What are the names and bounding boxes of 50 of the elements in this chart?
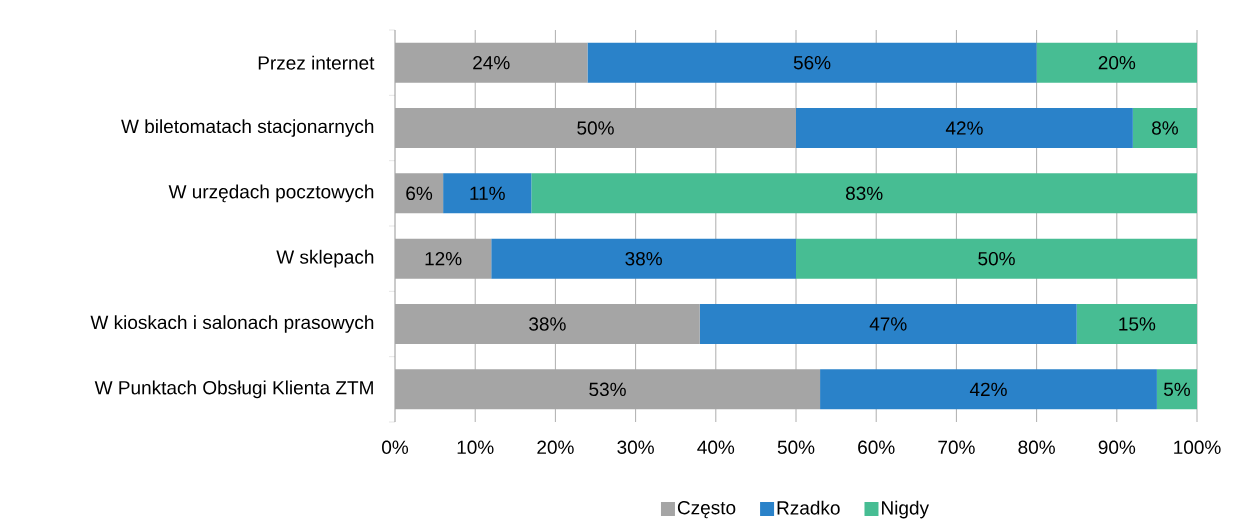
data-label: 12% xyxy=(425,251,462,266)
bar xyxy=(820,369,1157,410)
data-label: 38% xyxy=(529,317,566,331)
y-tick-label: W sklepach xyxy=(276,249,374,268)
x-tick-label: 50% xyxy=(777,440,815,454)
x-tick-label: 30% xyxy=(617,440,654,454)
bar xyxy=(531,173,1198,214)
y-tick-label: Przez internet xyxy=(258,55,375,70)
data-label: 8% xyxy=(1152,121,1178,135)
bar xyxy=(1156,369,1198,410)
bar xyxy=(491,238,796,279)
x-tick-label: 80% xyxy=(1018,440,1055,454)
bar xyxy=(443,173,532,214)
data-label: 47% xyxy=(869,317,907,331)
bar xyxy=(796,238,1198,279)
x-tick-label: 0% xyxy=(382,440,409,454)
y-tick-label: W urzędach pocztowych xyxy=(168,184,374,203)
x-tick-label: 10% xyxy=(457,440,494,454)
x-tick-label: 70% xyxy=(938,440,975,454)
data-label: 42% xyxy=(969,382,1007,397)
bar xyxy=(1132,108,1198,148)
legend-label: Rzadko xyxy=(777,500,840,515)
data-label: 83% xyxy=(845,186,883,201)
x-tick-label: 60% xyxy=(858,440,895,454)
bar xyxy=(1036,42,1198,83)
y-tick-label: W kioskach i salonach prasowych xyxy=(90,315,374,333)
legend-label: Często xyxy=(677,500,736,519)
y-tick-label: W Punktach Obsługi Klienta ZTM xyxy=(94,380,373,399)
y-tick-label: W biletomatach stacjonarnych xyxy=(121,119,374,137)
x-tick-label: 40% xyxy=(697,440,735,454)
data-label: 53% xyxy=(589,382,626,397)
data-label: 24% xyxy=(473,55,510,70)
data-label: 50% xyxy=(577,121,614,135)
data-label: 50% xyxy=(978,251,1015,266)
data-label: 5% xyxy=(1163,382,1191,397)
data-label: 20% xyxy=(1098,55,1136,70)
data-label: 42% xyxy=(945,121,983,135)
bar xyxy=(1076,304,1198,344)
data-label: 6% xyxy=(406,186,433,201)
data-label: 11% xyxy=(470,186,505,200)
x-tick-label: 100% xyxy=(1174,440,1221,454)
x-tick-label: 90% xyxy=(1098,440,1136,454)
x-tick-label: 20% xyxy=(537,440,574,454)
bar xyxy=(796,108,1133,148)
data-label: 56% xyxy=(793,55,831,70)
bar xyxy=(587,42,1037,83)
legend-label: Nigdy xyxy=(882,500,930,519)
bar xyxy=(699,304,1077,344)
data-label: 38% xyxy=(625,251,662,266)
data-label: 15% xyxy=(1119,317,1156,331)
